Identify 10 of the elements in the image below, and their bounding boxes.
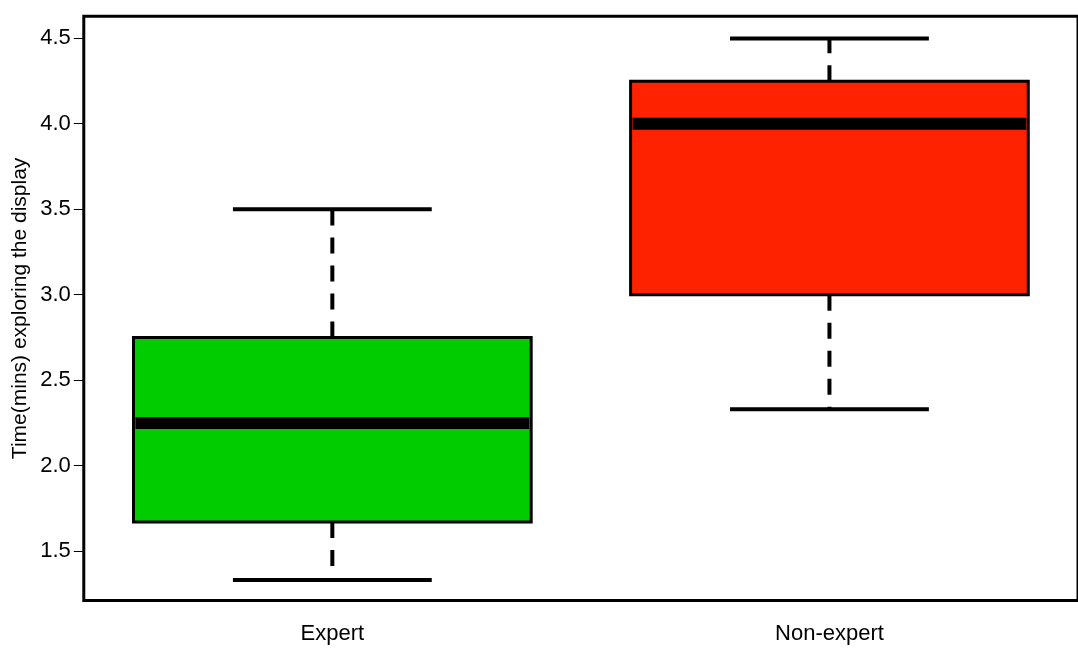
y-tick-label: 2.0 <box>40 451 71 477</box>
y-tick-label: 3.0 <box>40 280 71 306</box>
y-tick-label: 4.0 <box>40 109 71 135</box>
y-tick-label: 2.5 <box>40 366 71 392</box>
y-tick-label: 1.5 <box>40 537 71 563</box>
y-axis-title: Time(mins) exploring the display <box>7 157 31 460</box>
x-tick-label: Non-expert <box>775 619 884 645</box>
x-tick-label: Expert <box>300 619 365 645</box>
y-tick-label: 3.5 <box>40 195 71 221</box>
y-tick-label: 4.5 <box>40 24 71 50</box>
